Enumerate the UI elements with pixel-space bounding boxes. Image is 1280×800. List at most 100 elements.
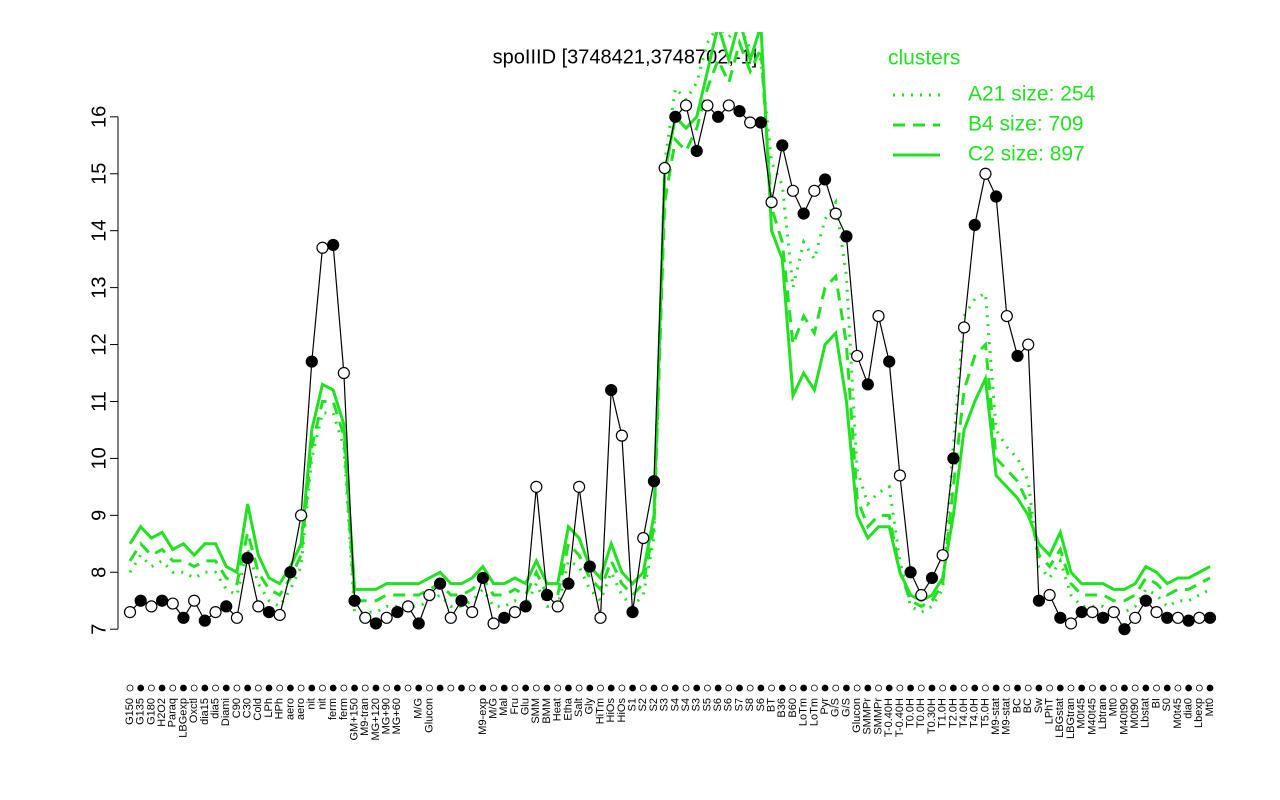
- data-point: [284, 566, 297, 579]
- x-tick-label: C90: [231, 698, 243, 718]
- x-tick-label: S6: [755, 698, 767, 711]
- data-point: [605, 383, 618, 397]
- legend-title: clusters: [888, 47, 960, 70]
- rug-dot: [126, 684, 134, 692]
- data-point: [915, 588, 928, 602]
- x-tick-label: T0.0H: [905, 698, 917, 728]
- rug-dot: [661, 684, 669, 692]
- data-point: [188, 594, 201, 607]
- rug-dot: [639, 684, 647, 692]
- data-point: [925, 571, 939, 585]
- x-tick-label: S1: [626, 698, 638, 711]
- data-point: [1096, 611, 1110, 624]
- x-tick-label: S6: [712, 698, 724, 711]
- x-tick-label: Lbstat: [1140, 698, 1152, 728]
- data-point: [519, 600, 532, 613]
- rug-dot: [1024, 684, 1032, 692]
- rug-dot: [158, 684, 166, 692]
- y-tick-label: 8: [88, 567, 110, 578]
- data-point: [412, 617, 425, 630]
- x-tick-label: T5.0H: [979, 698, 991, 728]
- x-tick-label: M9-tran: [359, 698, 371, 736]
- x-tick-label: SMM: [530, 698, 542, 724]
- data-point: [615, 429, 628, 442]
- x-tick-label: Mt0: [1204, 698, 1216, 716]
- x-tick-label: S6: [723, 698, 735, 711]
- rug-dot: [565, 684, 572, 692]
- cluster-line: [128, 32, 1211, 614]
- y-tick-label: 10: [88, 447, 110, 469]
- x-tick-label: Oxctl: [188, 698, 200, 723]
- rug-dot: [725, 684, 733, 692]
- x-tick-label: BC: [1011, 698, 1023, 713]
- legend-label: B4 size: 709: [968, 113, 1084, 136]
- data-point: [1139, 594, 1152, 607]
- rug-dot: [832, 684, 840, 692]
- x-tick-label: G150: [124, 698, 136, 725]
- data-point: [594, 611, 607, 624]
- rug-dot: [308, 684, 316, 692]
- data-point: [209, 606, 222, 619]
- data-point: [786, 184, 800, 197]
- data-point: [294, 509, 308, 522]
- rug-dot: [960, 684, 968, 692]
- rug-dot: [286, 684, 294, 692]
- rug-dot: [543, 684, 551, 692]
- data-point: [979, 167, 992, 180]
- data-point: [327, 238, 340, 252]
- rug-dot: [1142, 684, 1150, 692]
- x-tick-label: BI: [1150, 698, 1162, 708]
- rug-dot: [971, 684, 979, 692]
- x-tick-label: G180: [145, 698, 157, 725]
- rug-dot: [810, 684, 818, 692]
- rug-dot: [746, 684, 754, 692]
- x-tick-label: Glucon: [851, 698, 863, 733]
- rug-dot: [928, 684, 936, 692]
- x-tick-label: S4: [680, 698, 692, 711]
- data-point: [369, 617, 383, 630]
- data-point: [1171, 611, 1185, 624]
- data-point: [637, 531, 650, 545]
- x-tick-label: T0.0H: [915, 698, 927, 728]
- data-point: [1000, 309, 1013, 323]
- rug-dot: [607, 684, 615, 692]
- data-point: [1032, 594, 1046, 607]
- data-point: [679, 99, 693, 112]
- x-tick-label: SMMPr: [872, 698, 884, 735]
- rug-dot: [704, 684, 711, 692]
- rug-dot: [821, 684, 829, 692]
- x-tick-label: LBGstat: [1054, 698, 1066, 738]
- data-point: [797, 207, 810, 220]
- x-tick-label: M40t90: [1118, 698, 1130, 735]
- rug-dot: [319, 684, 326, 692]
- rug-dot: [1088, 684, 1096, 692]
- x-tick-label: M40t45: [1086, 698, 1098, 735]
- x-tick-label: Mal: [498, 698, 510, 716]
- x-tick-label: SMMPr: [862, 698, 874, 735]
- x-tick-label: dia0: [1183, 698, 1195, 719]
- rug-dot: [447, 684, 455, 692]
- x-tick-label: T-0.40H: [883, 698, 895, 737]
- rug-dot: [1185, 684, 1193, 692]
- data-point: [765, 196, 778, 209]
- rug-dot: [1099, 684, 1107, 692]
- data-point: [166, 597, 179, 610]
- data-point: [316, 241, 329, 254]
- data-point: [551, 600, 564, 613]
- y-tick-label: 14: [88, 220, 110, 242]
- rug-dot: [917, 684, 925, 692]
- rug-dot: [1153, 684, 1160, 692]
- rug-dot: [479, 684, 487, 692]
- data-point: [861, 378, 874, 391]
- y-tick-label: 16: [88, 106, 110, 128]
- x-tick-label: M/G: [413, 698, 425, 719]
- data-point: [444, 611, 457, 624]
- legend-label: A21 size: 254: [968, 83, 1096, 106]
- data-point: [562, 577, 575, 590]
- data-point: [1150, 606, 1163, 619]
- data-point: [359, 611, 372, 624]
- rug-dot: [511, 684, 519, 692]
- x-tick-label: M9-exp: [477, 698, 489, 735]
- data-point: [722, 99, 735, 112]
